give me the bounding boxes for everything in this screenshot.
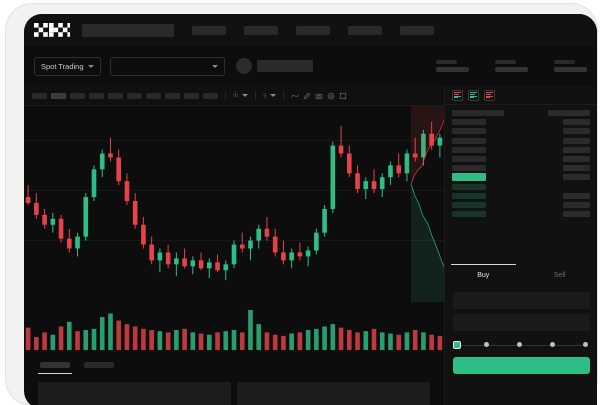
orderbook-asks-icon[interactable] bbox=[484, 89, 495, 101]
app-screen: Spot Trading bbox=[24, 14, 597, 405]
stat-value bbox=[495, 67, 528, 72]
okx-logo-icon[interactable] bbox=[34, 23, 70, 37]
timeframe-button-7[interactable] bbox=[146, 92, 161, 99]
orderbook-last-price-row bbox=[452, 173, 590, 182]
fullscreen-icon[interactable] bbox=[339, 92, 347, 100]
orderbook-bid-row[interactable] bbox=[452, 211, 590, 218]
timeframe-button-10[interactable] bbox=[203, 92, 218, 99]
orderbook-ask-row[interactable] bbox=[452, 119, 590, 126]
timeframe-button-9[interactable] bbox=[184, 92, 199, 99]
nav-item-1[interactable] bbox=[192, 25, 226, 35]
slider-step-3[interactable] bbox=[517, 342, 522, 347]
grid-line bbox=[24, 140, 444, 141]
pair-avatar bbox=[235, 58, 252, 74]
okx-logo-svg bbox=[34, 23, 70, 37]
price-chart[interactable] bbox=[24, 106, 444, 356]
orderbook-ask-row[interactable] bbox=[452, 165, 590, 172]
ticker-stat bbox=[436, 60, 469, 72]
orderbook-ask-row[interactable] bbox=[452, 155, 590, 162]
tab-sell-label: Sell bbox=[553, 271, 566, 279]
orderbook-bid-row[interactable] bbox=[452, 201, 590, 208]
timeframe-button-1[interactable] bbox=[32, 92, 47, 99]
orderbook-ask-row[interactable] bbox=[452, 137, 590, 144]
depth-chart-overlay bbox=[410, 106, 444, 302]
market-type-label: Spot Trading bbox=[41, 61, 84, 71]
nav-item-5[interactable] bbox=[400, 25, 434, 35]
pair-name-label bbox=[256, 60, 313, 72]
nav-items bbox=[192, 25, 434, 35]
volume-series bbox=[25, 310, 443, 350]
slider-step-2[interactable] bbox=[484, 342, 489, 347]
ticker-stats bbox=[436, 60, 587, 72]
market-type-selector[interactable]: Spot Trading bbox=[34, 56, 101, 76]
order-form bbox=[445, 286, 597, 374]
compare-icon[interactable]: ıȷ bbox=[263, 92, 267, 99]
grid-line bbox=[24, 190, 444, 191]
bottom-panel-1[interactable] bbox=[38, 382, 231, 405]
timeframe-button-5[interactable] bbox=[108, 92, 123, 99]
slider-step-5[interactable] bbox=[583, 342, 588, 347]
camera-icon[interactable] bbox=[315, 92, 323, 100]
stat-value bbox=[436, 67, 469, 72]
timeframe-button-2[interactable] bbox=[51, 92, 66, 99]
order-tab-1[interactable] bbox=[38, 362, 72, 374]
ticker-bar: Spot Trading bbox=[24, 46, 597, 86]
orderbook-bid-row[interactable] bbox=[452, 183, 590, 190]
toolbar-divider bbox=[255, 91, 257, 100]
order-tab-2[interactable] bbox=[84, 362, 114, 368]
line-chart-icon[interactable] bbox=[291, 92, 300, 100]
order-tabs bbox=[24, 356, 444, 374]
settings-icon[interactable] bbox=[327, 92, 335, 100]
orderbook-bid-row[interactable] bbox=[452, 192, 590, 199]
chevron-down-icon bbox=[87, 64, 94, 68]
timeframe-button-6[interactable] bbox=[127, 92, 142, 99]
top-navigation-bar bbox=[24, 14, 597, 46]
stat-label bbox=[495, 60, 516, 65]
tab-sell[interactable]: Sell bbox=[522, 264, 598, 286]
orderbook-header-row bbox=[452, 110, 590, 116]
device-frame: Spot Trading bbox=[6, 4, 597, 405]
orderbook-rows[interactable] bbox=[445, 105, 597, 218]
submit-buy-button[interactable] bbox=[453, 357, 590, 374]
chevron-down-icon bbox=[211, 64, 218, 68]
timeframe-button-8[interactable] bbox=[165, 92, 180, 99]
slider-step-4[interactable] bbox=[550, 342, 555, 347]
orderbook-ask-row[interactable] bbox=[452, 128, 590, 135]
stat-label bbox=[436, 60, 457, 65]
nav-item-2[interactable] bbox=[244, 25, 278, 35]
timeframe-button-3[interactable] bbox=[70, 92, 85, 99]
ticker-stat bbox=[554, 60, 587, 72]
orderbook-both-icon[interactable] bbox=[452, 89, 463, 101]
order-form-tabs: Buy Sell bbox=[445, 264, 597, 286]
tab-buy-label: Buy bbox=[477, 271, 490, 279]
ticker-stat bbox=[495, 60, 528, 72]
pencil-icon[interactable] bbox=[303, 92, 311, 100]
price-input[interactable] bbox=[453, 292, 590, 309]
bottom-panels bbox=[24, 382, 444, 405]
chevron-down-icon[interactable] bbox=[242, 94, 249, 97]
chevron-down-icon[interactable] bbox=[270, 94, 277, 97]
indicators-icon[interactable]: ıĺı bbox=[233, 92, 239, 99]
trading-pair-selector[interactable] bbox=[109, 56, 225, 76]
chart-toolbar: ıĺı ıȷ bbox=[24, 86, 444, 106]
slider-handle[interactable] bbox=[453, 340, 461, 349]
amount-percent-slider[interactable] bbox=[453, 340, 590, 351]
search-input[interactable] bbox=[82, 23, 174, 37]
tab-buy[interactable]: Buy bbox=[445, 264, 522, 286]
stat-value bbox=[554, 67, 587, 72]
orderbook-ask-row[interactable] bbox=[452, 146, 590, 153]
toolbar-divider bbox=[283, 91, 285, 100]
grid-line bbox=[24, 240, 444, 241]
nav-item-3[interactable] bbox=[296, 25, 330, 35]
orderbook-view-toggles bbox=[445, 86, 597, 105]
orderbook-panel: Buy Sell bbox=[444, 86, 597, 405]
timeframe-button-4[interactable] bbox=[89, 92, 104, 99]
stat-label bbox=[554, 60, 575, 65]
toolbar-divider bbox=[225, 91, 226, 100]
orderbook-bids-icon[interactable] bbox=[468, 89, 479, 101]
amount-input[interactable] bbox=[453, 314, 590, 331]
nav-item-4[interactable] bbox=[348, 25, 382, 35]
candlestick-series bbox=[25, 121, 443, 281]
bottom-panel-2[interactable] bbox=[237, 382, 430, 405]
